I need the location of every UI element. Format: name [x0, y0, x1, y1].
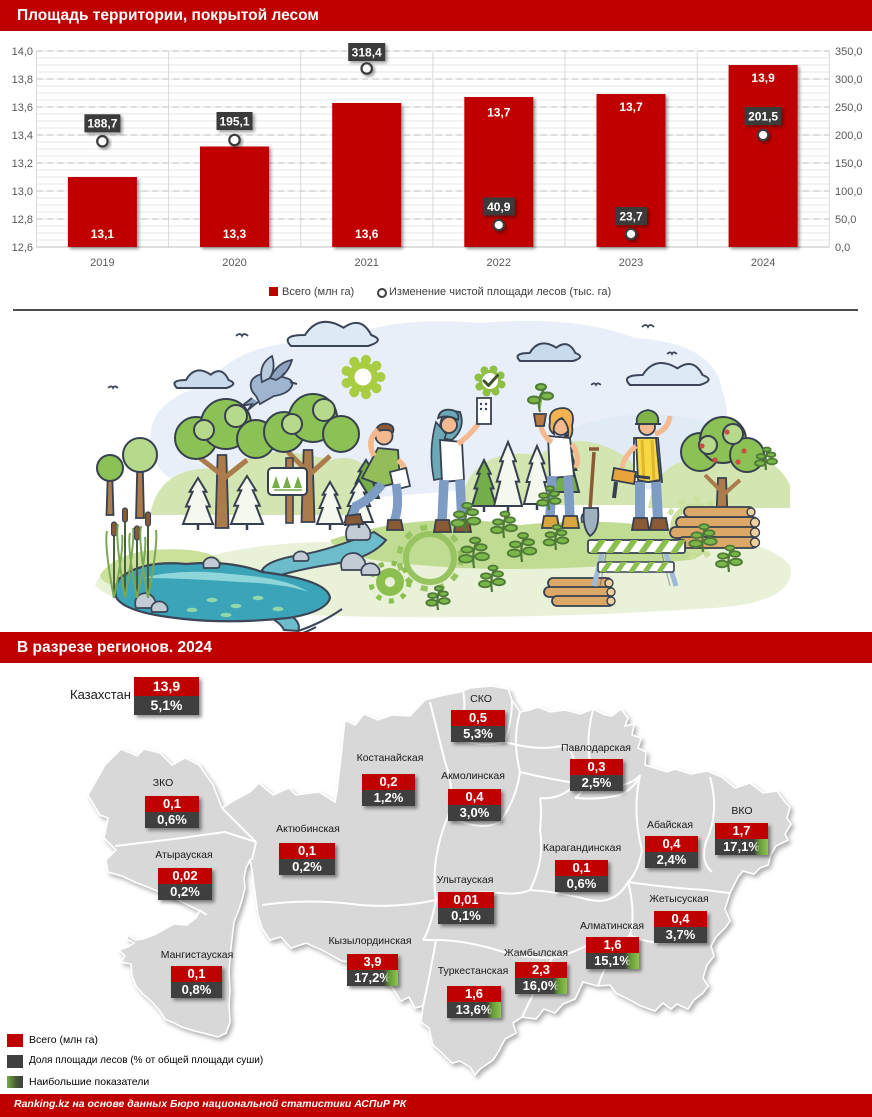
svg-text:188,7: 188,7: [87, 117, 117, 131]
svg-text:2023: 2023: [619, 257, 643, 269]
svg-text:12,6: 12,6: [12, 242, 33, 254]
svg-text:350,0: 350,0: [835, 46, 863, 58]
svg-text:13,1: 13,1: [91, 227, 115, 241]
svg-text:40,9: 40,9: [487, 200, 511, 214]
svg-text:150,0: 150,0: [835, 158, 863, 170]
svg-text:2022: 2022: [487, 257, 511, 269]
svg-text:250,0: 250,0: [835, 102, 863, 114]
svg-text:0,0: 0,0: [835, 242, 850, 254]
svg-text:13,9: 13,9: [751, 71, 775, 85]
svg-text:23,7: 23,7: [619, 209, 643, 223]
svg-text:13,7: 13,7: [487, 105, 511, 119]
svg-text:13,3: 13,3: [223, 227, 247, 241]
svg-text:100,0: 100,0: [835, 186, 863, 198]
svg-text:12,8: 12,8: [12, 214, 33, 226]
svg-text:14,0: 14,0: [12, 46, 33, 58]
svg-text:195,1: 195,1: [219, 114, 249, 128]
svg-text:2020: 2020: [222, 257, 246, 269]
svg-text:13,4: 13,4: [12, 130, 33, 142]
svg-text:13,0: 13,0: [12, 186, 33, 198]
svg-text:2021: 2021: [354, 257, 378, 269]
svg-text:201,5: 201,5: [748, 109, 778, 123]
svg-text:50,0: 50,0: [835, 214, 856, 226]
svg-text:13,6: 13,6: [355, 227, 379, 241]
svg-text:13,8: 13,8: [12, 74, 33, 86]
svg-text:13,6: 13,6: [12, 102, 33, 114]
svg-text:200,0: 200,0: [835, 130, 863, 142]
svg-text:2019: 2019: [90, 257, 114, 269]
svg-text:318,4: 318,4: [352, 45, 382, 59]
svg-text:13,7: 13,7: [619, 100, 643, 114]
svg-text:2024: 2024: [751, 257, 775, 269]
svg-text:13,2: 13,2: [12, 158, 33, 170]
svg-text:300,0: 300,0: [835, 74, 863, 86]
